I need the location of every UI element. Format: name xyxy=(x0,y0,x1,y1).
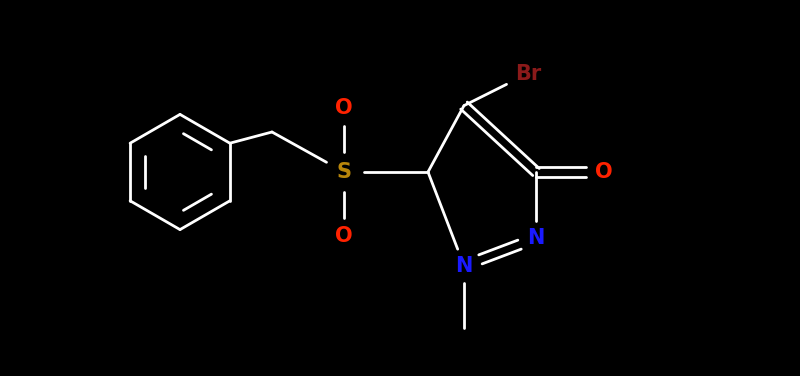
Text: S: S xyxy=(337,162,351,182)
Text: O: O xyxy=(595,162,613,182)
Text: N: N xyxy=(455,256,473,276)
Text: Br: Br xyxy=(515,64,541,83)
Text: O: O xyxy=(335,98,353,118)
Text: N: N xyxy=(527,228,545,249)
Text: O: O xyxy=(335,226,353,246)
